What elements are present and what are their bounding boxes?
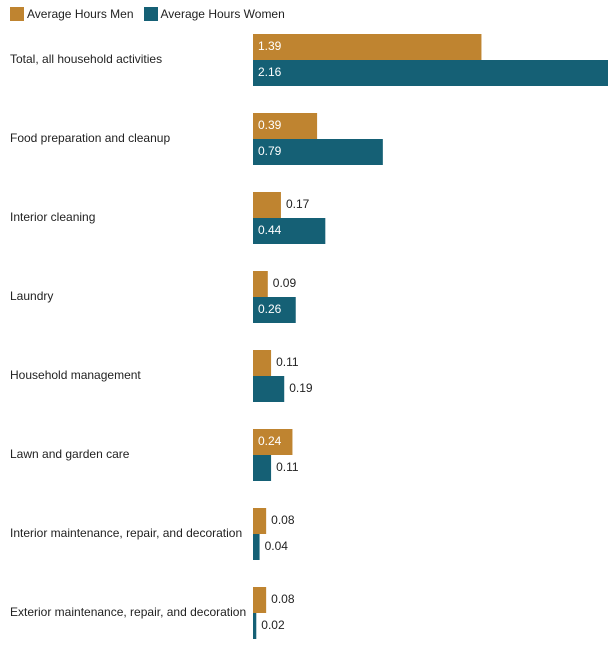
value-label-women: 0.79 — [258, 144, 282, 158]
category-label: Interior maintenance, repair, and decora… — [10, 526, 242, 540]
legend-swatch-women — [143, 7, 158, 21]
bar-men — [253, 587, 267, 613]
value-label-men: 0.17 — [286, 197, 310, 211]
bar-women — [253, 455, 272, 481]
bar-women — [253, 534, 260, 560]
value-label-men: 0.08 — [271, 513, 295, 527]
legend-label-men: Average Hours Men — [27, 7, 134, 21]
value-label-men: 0.11 — [276, 355, 299, 369]
value-label-women: 0.04 — [265, 539, 289, 553]
category-label: Lawn and garden care — [10, 447, 130, 461]
bar-women — [253, 297, 296, 323]
bar-women — [253, 60, 608, 86]
value-label-women: 0.19 — [289, 381, 313, 395]
value-label-women: 0.02 — [261, 618, 285, 632]
bar-men — [253, 34, 482, 60]
legend-item-men: Average Hours Men — [10, 7, 134, 21]
bar-women — [253, 139, 383, 165]
legend-swatch-men — [10, 7, 24, 21]
bar-men — [253, 192, 281, 218]
category-label: Exterior maintenance, repair, and decora… — [10, 605, 246, 619]
value-label-women: 0.26 — [258, 302, 282, 316]
category-label: Total, all household activities — [10, 52, 162, 66]
value-label-men: 0.09 — [273, 276, 297, 290]
category-label: Household management — [10, 368, 141, 382]
bar-men — [253, 113, 318, 139]
bar-men — [253, 271, 268, 297]
legend-item-women: Average Hours Women — [143, 7, 285, 21]
category-label: Laundry — [10, 289, 53, 303]
value-label-women: 0.44 — [258, 223, 282, 237]
value-label-men: 0.24 — [258, 434, 282, 448]
category-label: Food preparation and cleanup — [10, 131, 170, 145]
value-label-men: 1.39 — [258, 39, 282, 53]
bar-women — [253, 218, 326, 244]
legend-label-women: Average Hours Women — [160, 7, 285, 21]
value-label-women: 2.16 — [258, 65, 282, 79]
bar-women — [253, 613, 257, 639]
bar-men — [253, 429, 293, 455]
bar-women — [253, 376, 285, 402]
legend: Average Hours Men Average Hours Women — [10, 6, 295, 22]
bar-men — [253, 508, 267, 534]
value-label-men: 0.08 — [271, 592, 295, 606]
value-label-women: 0.11 — [276, 460, 299, 474]
category-label: Interior cleaning — [10, 210, 95, 224]
bar-men — [253, 350, 272, 376]
value-label-men: 0.39 — [258, 118, 282, 132]
